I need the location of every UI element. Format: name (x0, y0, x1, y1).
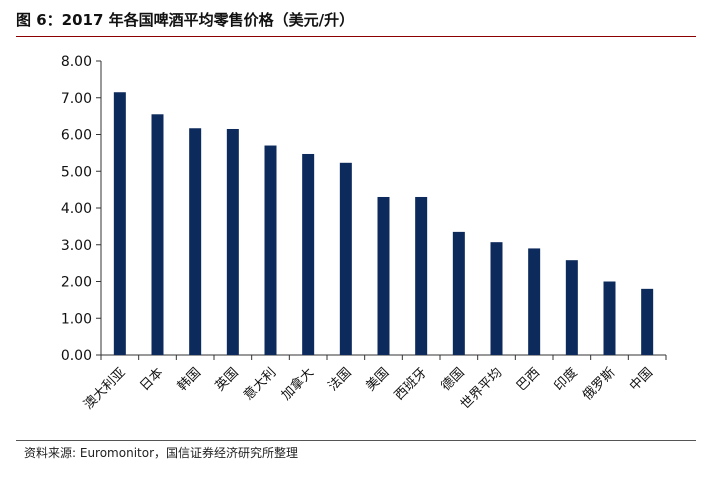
title-bar: 图 6：2017 年各国啤酒平均零售价格（美元/升） (16, 6, 696, 37)
x-tick-label: 世界平均 (458, 365, 505, 412)
bar (641, 288, 654, 355)
y-tick-label: 3.00 (61, 238, 92, 254)
bar (415, 196, 428, 355)
bar (528, 248, 541, 355)
source-note: 资料来源: Euromonitor，国信证券经济研究所整理 (24, 446, 299, 460)
y-tick-label: 6.00 (61, 128, 92, 144)
y-tick-label: 0.00 (61, 348, 92, 364)
y-tick-label: 4.00 (61, 201, 92, 217)
x-tick-label: 中国 (627, 365, 656, 394)
bar (377, 196, 390, 355)
source-bar: 资料来源: Euromonitor，国信证券经济研究所整理 (16, 440, 696, 460)
y-tick-label: 8.00 (61, 54, 92, 70)
chart-title: 图 6：2017 年各国啤酒平均零售价格（美元/升） (16, 11, 355, 29)
y-tick-label: 7.00 (61, 91, 92, 107)
x-tick-label: 加拿大 (278, 365, 317, 404)
bar (302, 153, 315, 355)
x-tick-label: 英国 (213, 365, 242, 394)
y-tick-label: 5.00 (61, 164, 92, 180)
x-tick-label: 日本 (137, 365, 166, 394)
x-tick-label: 德国 (439, 365, 468, 394)
x-tick-label: 意大利 (240, 365, 279, 404)
y-tick-label: 2.00 (61, 275, 92, 291)
bar (151, 114, 164, 355)
x-tick-label: 美国 (363, 365, 392, 394)
x-tick-label: 法国 (326, 365, 355, 394)
x-tick-label: 俄罗斯 (580, 365, 618, 403)
x-tick-label: 西班牙 (392, 365, 430, 403)
bar (603, 281, 616, 355)
bar (565, 260, 578, 355)
y-tick-label: 1.00 (61, 311, 92, 327)
chart-area: 0.00 1.00 2.00 3.00 4.00 5.00 6.00 7.00 8.00 澳大利亚… (16, 40, 696, 440)
bar (452, 231, 465, 355)
bar (189, 128, 202, 355)
bar (113, 92, 126, 356)
x-tick-label: 印度 (551, 365, 581, 395)
x-tick-label: 澳大利亚 (81, 365, 129, 413)
x-tick-label: 巴西 (514, 365, 543, 394)
bar-chart: 0.00 1.00 2.00 3.00 4.00 5.00 6.00 7.00 8.00 澳大利亚… (61, 54, 667, 413)
bar (339, 162, 352, 355)
bar (226, 128, 239, 355)
bar (490, 242, 503, 355)
x-tick-label: 韩国 (175, 365, 204, 394)
bar (264, 145, 277, 355)
